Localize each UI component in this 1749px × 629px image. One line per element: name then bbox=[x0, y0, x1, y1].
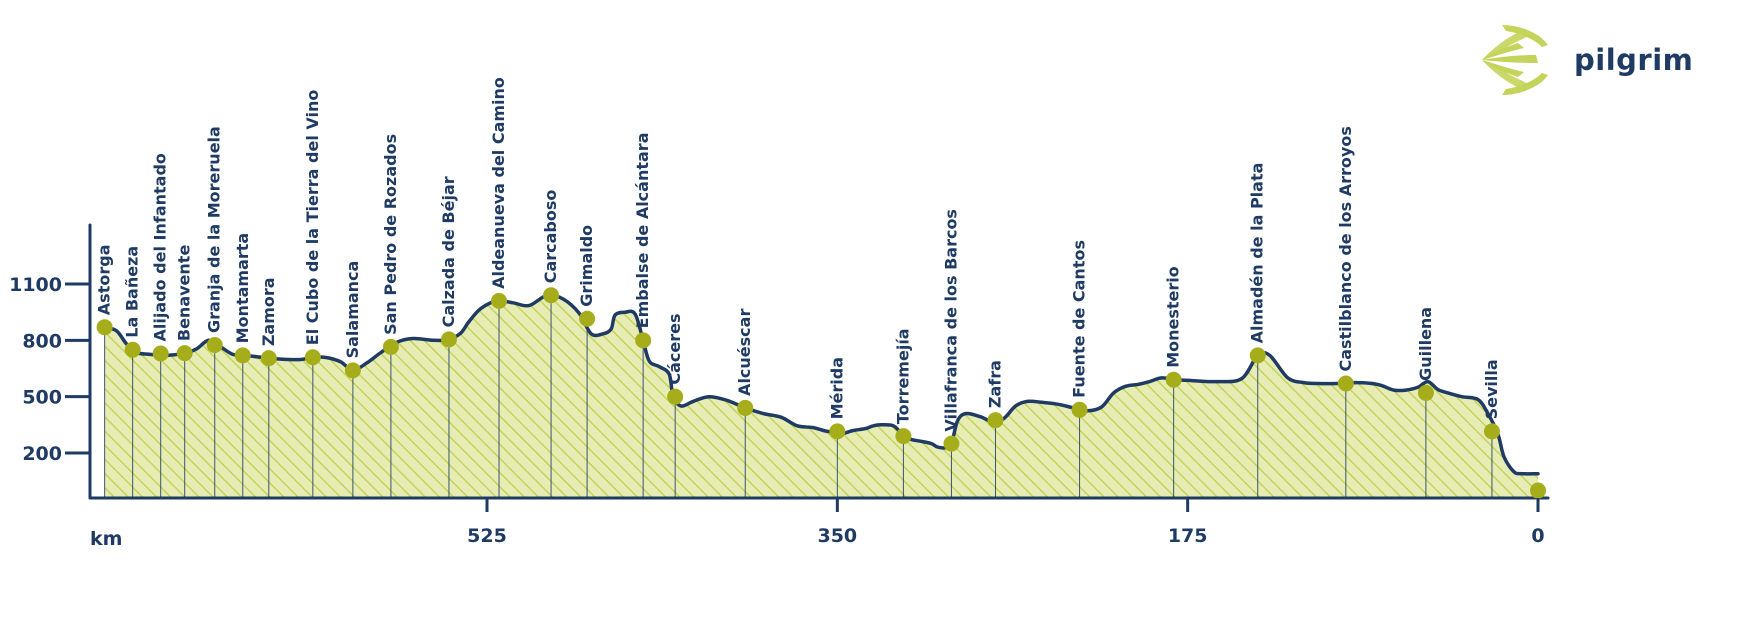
stop-marker bbox=[635, 332, 652, 349]
scallop-shell-icon bbox=[1482, 25, 1548, 95]
stop-label: Cáceres bbox=[665, 314, 684, 385]
stop-marker bbox=[124, 341, 141, 358]
stop-label: Almadén de la Plata bbox=[1248, 163, 1267, 344]
stop-label: Grimaldo bbox=[577, 225, 596, 307]
stop-labels: Astorga La Bañeza Alijado del Infantado Ben… bbox=[95, 77, 1501, 432]
stop-marker bbox=[96, 319, 113, 336]
stop-label: Montamarta bbox=[233, 233, 252, 344]
y-tick-label: 200 bbox=[22, 443, 62, 465]
brand-name: pilgrim bbox=[1574, 43, 1694, 77]
x-axis-label: km bbox=[90, 528, 122, 550]
y-tick-label: 1100 bbox=[9, 274, 62, 296]
stop-marker bbox=[1337, 375, 1354, 392]
stop-marker bbox=[579, 310, 596, 327]
stop-label: Granja de la Moreruela bbox=[205, 126, 224, 333]
stop-marker bbox=[1417, 384, 1434, 401]
stop-marker bbox=[987, 412, 1004, 429]
stop-label: Benavente bbox=[175, 245, 194, 342]
pilgrim-logo: pilgrim bbox=[1480, 18, 1693, 102]
stop-label: Villafranca de los Barcos bbox=[941, 209, 960, 432]
stop-marker bbox=[1249, 347, 1266, 364]
stop-label: Monesterio bbox=[1164, 266, 1183, 368]
x-tick-label: 525 bbox=[467, 525, 507, 547]
x-tick-label: 0 bbox=[1531, 525, 1544, 547]
stop-label: Castilblanco de los Arroyos bbox=[1336, 126, 1355, 371]
stop-marker bbox=[304, 349, 321, 366]
stop-label: Aldeanueva del Camino bbox=[489, 77, 508, 289]
stop-label: Torremejía bbox=[893, 328, 912, 424]
y-tick-label: 500 bbox=[22, 387, 62, 409]
elevation-area-layer bbox=[104, 294, 1539, 498]
stop-marker bbox=[943, 435, 960, 452]
stop-marker bbox=[1530, 482, 1546, 499]
stop-marker bbox=[895, 428, 912, 445]
stop-markers bbox=[96, 287, 1546, 499]
stop-marker bbox=[1071, 401, 1088, 418]
stop-label: San Pedro de Rozados bbox=[381, 134, 400, 335]
stop-label: Carcaboso bbox=[541, 190, 560, 284]
y-tick-label: 800 bbox=[22, 330, 62, 352]
stop-label: Calzada de Béjar bbox=[439, 176, 458, 327]
stop-marker bbox=[206, 337, 223, 354]
stop-marker bbox=[382, 338, 399, 355]
stop-label: Alijado del Infantado bbox=[151, 153, 170, 341]
stop-label: Fuente de Cantos bbox=[1070, 240, 1089, 398]
x-tick-label: 175 bbox=[1168, 525, 1208, 547]
stop-marker bbox=[543, 287, 560, 304]
stop-marker bbox=[829, 423, 846, 440]
stop-marker bbox=[491, 292, 508, 309]
stop-marker bbox=[737, 399, 754, 416]
x-tick-label: 350 bbox=[817, 525, 857, 547]
stop-marker bbox=[1483, 423, 1500, 440]
stop-stems bbox=[104, 295, 1539, 498]
stop-label: Zafra bbox=[985, 360, 1004, 408]
stop-marker bbox=[344, 362, 361, 379]
stop-label: La Bañeza bbox=[123, 246, 142, 338]
stop-label: Alcuéscar bbox=[735, 309, 754, 396]
stop-marker bbox=[667, 388, 684, 405]
stop-label: Salamanca bbox=[343, 261, 362, 359]
stop-marker bbox=[234, 347, 251, 364]
stop-label: Mérida bbox=[827, 357, 846, 419]
stop-marker bbox=[260, 350, 277, 367]
stop-label: Sevilla bbox=[1482, 359, 1501, 419]
stop-marker bbox=[440, 331, 457, 348]
stop-marker bbox=[1165, 371, 1182, 388]
elevation-area bbox=[104, 294, 1539, 498]
stop-label: Guillena bbox=[1416, 307, 1435, 381]
stop-marker bbox=[176, 345, 193, 362]
stop-label: El Cubo de la Tierra del Vino bbox=[303, 90, 322, 346]
stop-marker bbox=[152, 345, 169, 362]
axis-ticks: 200 500 800 1100 525 350 175 0 km bbox=[9, 274, 1545, 550]
stop-label: Embalse de Alcántara bbox=[633, 133, 652, 329]
stop-label: Zamora bbox=[259, 277, 278, 346]
stop-label: Astorga bbox=[95, 245, 114, 316]
